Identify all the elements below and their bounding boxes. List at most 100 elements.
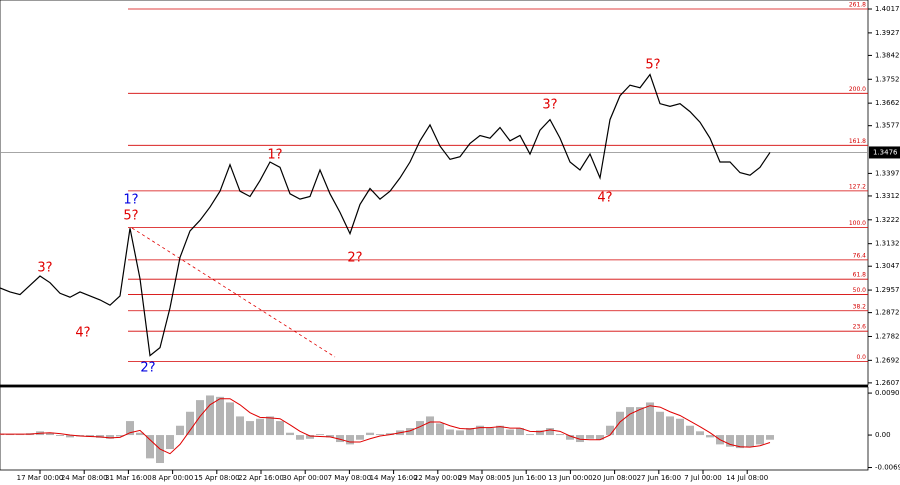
wave-label: 5? <box>123 209 138 224</box>
y-tick-label: 1.3577 <box>875 122 900 130</box>
x-tick-label: 14 May 16:00 <box>370 474 418 482</box>
fib-label: 76.4 <box>853 252 867 259</box>
histogram-bar <box>446 429 454 436</box>
x-tick-label: 17 Mar 00:00 <box>17 474 64 482</box>
histogram-bar <box>586 435 594 439</box>
wave-label: 1? <box>267 148 282 163</box>
y-tick-label: 1.3752 <box>875 75 900 83</box>
wave-label: 3? <box>37 261 52 276</box>
histogram-bar <box>56 435 64 436</box>
histogram-bar <box>746 435 754 447</box>
histogram-bar <box>276 421 284 436</box>
histogram-bar <box>506 429 514 436</box>
histogram-bar <box>766 435 774 440</box>
histogram-bar <box>546 428 554 436</box>
fib-label: 127.2 <box>849 183 866 190</box>
histogram-bar <box>626 407 634 436</box>
x-tick-label: 7 Jul 00:00 <box>684 474 722 482</box>
histogram-bar <box>296 435 304 440</box>
x-tick-label: 31 Mar 16:00 <box>105 474 152 482</box>
y-tick-label: 1.3397 <box>875 169 900 177</box>
wave-label: 2? <box>347 251 362 266</box>
histogram-bar <box>356 435 364 440</box>
x-tick-label: 22 Apr 16:00 <box>238 474 284 482</box>
y-tick-label: 0.00 <box>875 431 891 439</box>
y-tick-label: 1.3927 <box>875 29 900 37</box>
x-tick-label: 5 Jun 16:00 <box>506 474 546 482</box>
histogram-bar <box>426 416 434 436</box>
histogram-bar <box>736 435 744 449</box>
histogram-bar <box>196 400 204 436</box>
histogram-bar <box>186 411 194 436</box>
histogram-bar <box>286 432 294 436</box>
histogram-bar <box>66 435 74 438</box>
y-tick-label: 1.3312 <box>875 192 900 200</box>
histogram-bar <box>406 428 414 436</box>
y-tick-label: 1.3222 <box>875 216 900 224</box>
wave-label: 4? <box>597 191 612 206</box>
histogram-bar <box>116 435 124 437</box>
y-tick-label: 1.3132 <box>875 240 900 248</box>
histogram-bar <box>336 435 344 443</box>
trend-line <box>131 227 336 358</box>
y-tick-label: 1.4017 <box>875 5 900 13</box>
x-tick-label: 24 Mar 08:00 <box>61 474 108 482</box>
histogram-bar <box>616 411 624 436</box>
y-tick-label: 1.3662 <box>875 99 900 107</box>
histogram-bar <box>146 435 154 459</box>
y-tick-label: -0.00697 <box>875 464 900 472</box>
x-tick-label: 29 May 08:00 <box>458 474 506 482</box>
histogram-bar <box>566 435 574 440</box>
histogram-bar <box>246 421 254 436</box>
y-tick-label: 1.3842 <box>875 51 900 59</box>
fib-label: 261.8 <box>849 2 866 9</box>
x-tick-label: 14 Jul 08:00 <box>726 474 768 482</box>
x-tick-label: 13 Jun 00:00 <box>548 474 592 482</box>
histogram-bar <box>416 421 424 436</box>
histogram-bar <box>216 396 224 436</box>
y-tick-label: 1.2782 <box>875 332 900 340</box>
wave-label: 3? <box>542 98 557 113</box>
histogram-bar <box>456 430 464 436</box>
histogram-bar <box>136 432 144 436</box>
fib-label: 0.0 <box>856 354 866 361</box>
histogram-bar <box>646 402 654 436</box>
fib-label: 200.0 <box>849 86 866 93</box>
histogram-bar <box>686 425 694 436</box>
histogram-bar <box>316 434 324 436</box>
wave-label: 1? <box>123 193 138 208</box>
x-tick-label: 30 Apr 00:00 <box>282 474 328 482</box>
price-line <box>0 73 771 357</box>
histogram-bar <box>256 418 264 436</box>
histogram-bar <box>266 416 274 436</box>
histogram-bar <box>486 428 494 436</box>
histogram-bar <box>576 435 584 443</box>
y-tick-label: 1.3047 <box>875 262 900 270</box>
wave-label: 2? <box>140 361 155 376</box>
histogram-bar <box>206 395 214 436</box>
histogram-bar <box>756 435 764 445</box>
histogram-bar <box>526 434 534 436</box>
fib-label: 38.2 <box>853 303 867 310</box>
x-tick-label: 7 May 08:00 <box>328 474 372 482</box>
x-tick-label: 27 Jun 16:00 <box>637 474 681 482</box>
histogram-bar <box>556 434 564 436</box>
histogram-bar <box>236 416 244 436</box>
histogram-bar <box>706 435 714 438</box>
y-tick-label: 0.00901 <box>875 389 900 397</box>
x-tick-label: 8 Apr 00:00 <box>152 474 193 482</box>
y-tick-label: 1.2692 <box>875 356 900 364</box>
histogram-bar <box>496 425 504 436</box>
histogram-bar <box>46 432 54 436</box>
histogram-bar <box>326 435 334 438</box>
histogram-bar <box>176 425 184 436</box>
histogram-bar <box>306 435 314 439</box>
histogram-bar <box>606 425 614 436</box>
x-tick-label: 20 Jun 08:00 <box>592 474 636 482</box>
histogram-bar <box>696 431 704 436</box>
histogram-bar <box>596 435 604 440</box>
histogram-bar <box>666 416 674 436</box>
current-price-label: 1.3476 <box>873 148 898 156</box>
histogram-bar <box>436 423 444 436</box>
fib-label: 23.6 <box>853 324 867 331</box>
